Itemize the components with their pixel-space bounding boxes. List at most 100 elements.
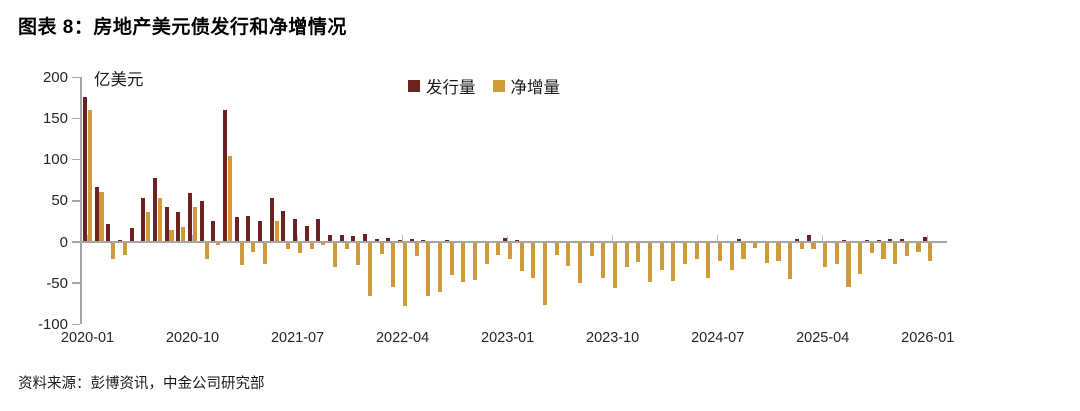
bar-net [694,243,699,260]
source-note: 资料来源：彭博资讯，中金公司研究部 [18,376,265,392]
x-axis-tick [506,235,509,242]
y-axis-tick [72,241,80,243]
bar-net [204,243,209,259]
bar-issuance [223,110,228,242]
bar-issuance [281,210,286,242]
bar-issuance [514,240,519,242]
bar-net [262,243,268,265]
bar-net [682,243,688,264]
bar-net [111,243,116,260]
bar-net [332,243,338,267]
bar-issuance [409,238,414,242]
bar-net [356,243,361,266]
bar-issuance [269,197,274,242]
bar-net [671,243,676,281]
figure-title: 图表 8：房地产美元债发行和净增情况 [18,17,347,38]
bar-issuance [888,238,893,242]
x-axis-zero-line [80,241,947,243]
bar-issuance [153,177,158,242]
bar-net [297,243,303,253]
bar-net [788,243,793,280]
bar-net [461,243,466,282]
bar-net [858,243,863,275]
bar-issuance [164,207,169,242]
bar-net [566,243,571,267]
y-axis-tick-label: -100 [37,315,68,333]
bar-issuance [339,235,344,242]
bar-issuance [899,238,904,242]
x-axis-tick [611,235,614,242]
bar-net [414,243,419,257]
bar-net [717,243,723,262]
bar-issuance [106,223,111,242]
bar-issuance [736,238,741,242]
x-axis-tick [926,235,929,242]
bar-issuance [351,236,356,242]
x-axis-tick-label: 2021-07 [270,330,325,346]
x-axis-tick [716,235,719,242]
x-axis-tick-label: 2023-10 [586,330,640,346]
y-axis-unit-label: 亿美元 [94,71,144,89]
bar-issuance [328,234,333,242]
x-axis-tick [191,235,194,242]
bar-net [542,243,548,305]
bar-issuance [386,237,391,242]
bar-net [367,243,373,297]
y-axis-tick [72,76,80,79]
y-axis-tick [72,117,80,120]
bar-issuance [806,234,811,242]
bar-net [227,156,233,242]
bar-net [601,243,606,279]
bar-net [636,243,641,262]
x-axis-tick-label: 2020-10 [165,330,220,346]
bar-net [157,197,162,242]
x-axis-tick [821,235,824,242]
y-axis-tick-label: 50 [51,192,68,210]
bar-issuance [864,239,869,242]
bar-net [846,243,851,287]
bar-net [344,243,349,249]
bar-net [706,243,711,278]
bar-net [146,211,151,242]
bar-net [729,243,734,271]
bar-issuance [141,197,146,242]
bar-net [741,243,746,260]
bar-net [437,243,443,293]
y-axis-tick-label: 0 [59,233,68,251]
legend-label: 发行量 [426,79,476,97]
bar-net [799,243,804,249]
bar-net [612,243,618,289]
bar-net [122,243,127,256]
bar-net [507,243,513,260]
legend-swatch-icon [408,80,420,92]
bar-issuance [211,221,216,242]
bar-issuance [398,239,403,242]
legend-swatch-icon [492,80,505,92]
x-axis-tick-label: 2026-01 [901,330,955,346]
legend-label: 净增量 [510,79,561,97]
bar-net [239,243,244,266]
x-axis-tick-label: 2022-04 [375,330,430,346]
bar-issuance [176,211,181,242]
y-axis-tick-label: 150 [42,110,68,128]
bar-net [916,243,921,253]
bar-net [169,230,174,242]
bar-issuance [118,239,122,242]
bar-net [274,220,279,242]
bar-net [531,243,536,278]
bar-net [449,243,454,276]
y-axis-tick-label: -50 [46,274,68,292]
bar-net [893,243,898,264]
bar-net [472,243,478,281]
bar-net [659,243,664,271]
bar-issuance [188,193,193,242]
bar-net [823,243,828,267]
bar-net [181,227,186,242]
legend-item: 发行量 [408,74,476,98]
bar-issuance [304,225,309,242]
legend-item: 净增量 [492,74,561,98]
bar-issuance [841,240,846,242]
bar-net [519,243,524,271]
bar-net [811,243,816,249]
